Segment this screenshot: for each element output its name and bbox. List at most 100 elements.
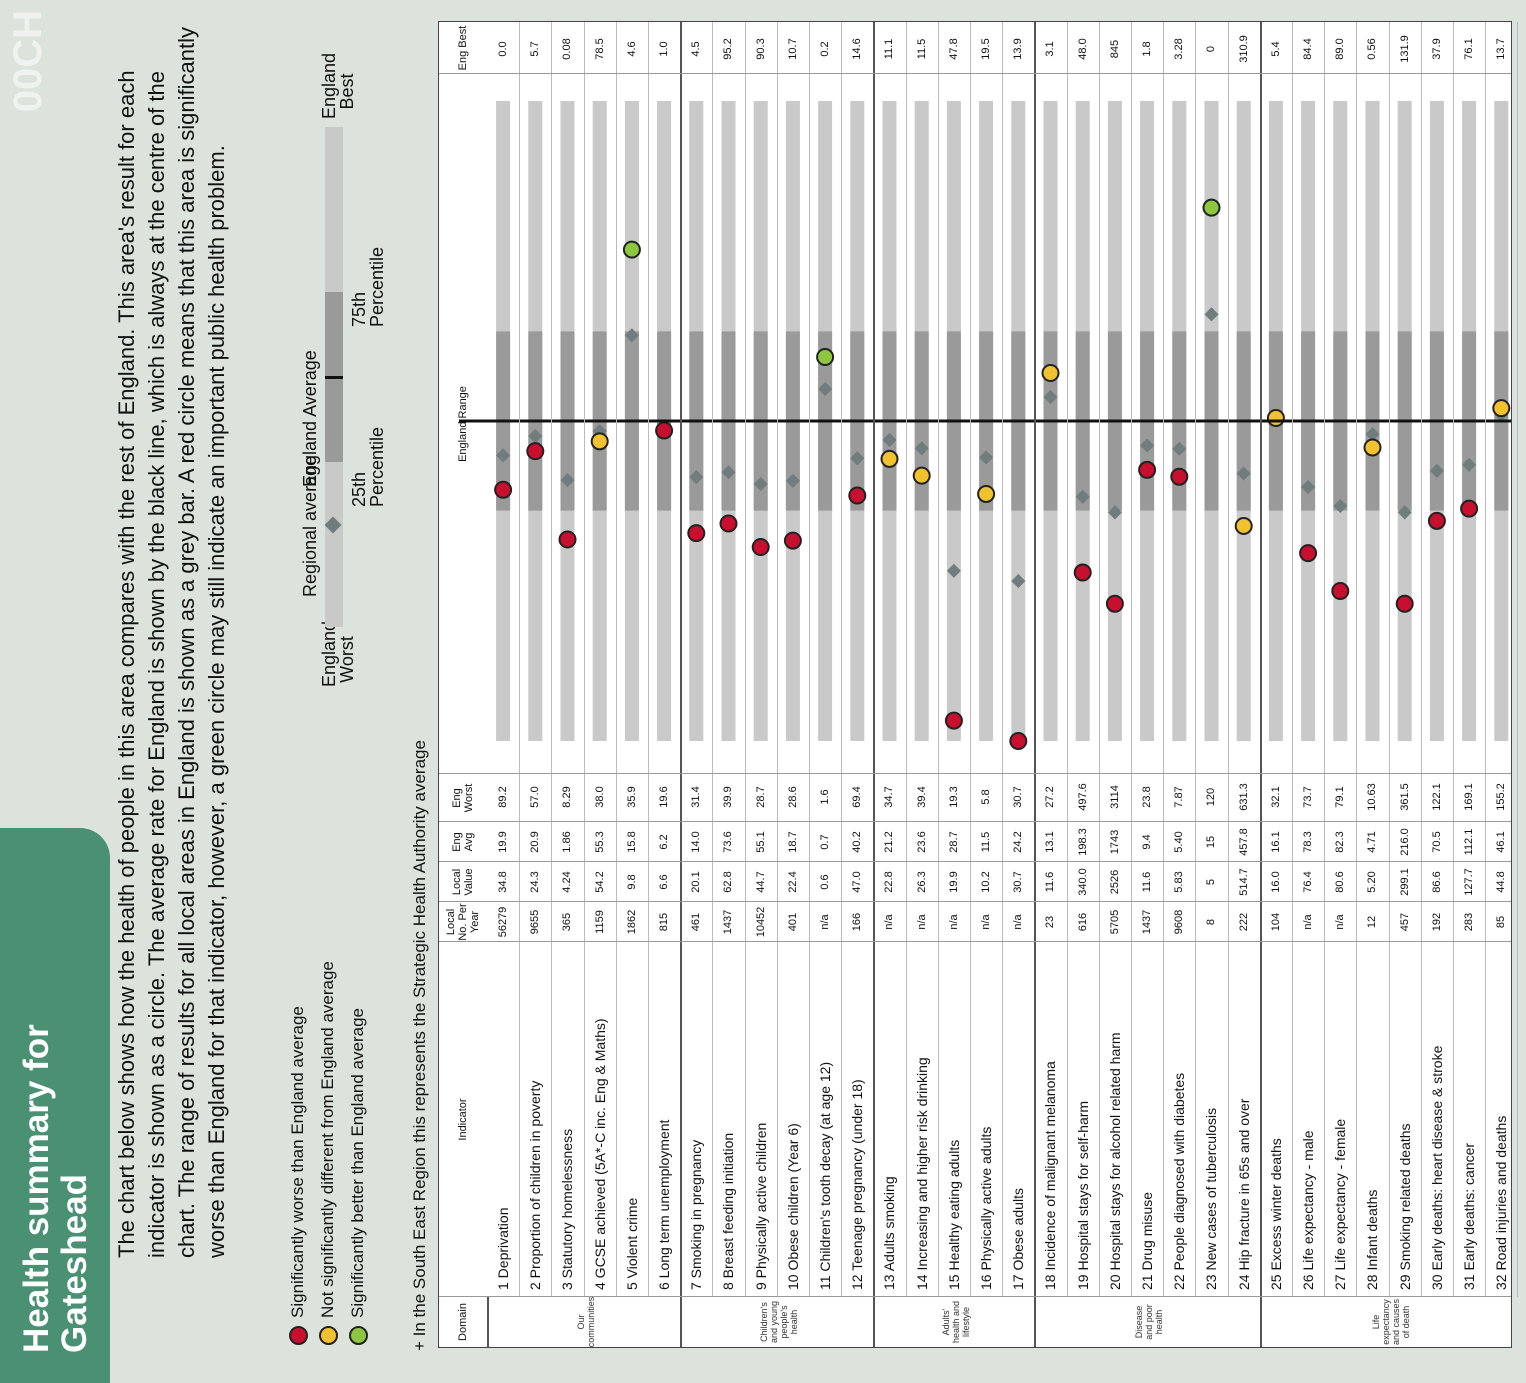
cell-local-no: 12	[1366, 915, 1379, 929]
cell-eng-worst: 30.7	[1012, 786, 1025, 808]
row-divider	[1453, 22, 1454, 1297]
header-indicator: Indicator	[457, 1098, 469, 1141]
indicator-label: 2 Proportion of children in poverty	[527, 1080, 544, 1290]
cell-eng-best: 4.6	[625, 41, 638, 57]
cell-eng-worst: 39.4	[915, 786, 928, 808]
cell-local-no: 222	[1237, 912, 1250, 932]
title-line-2: Gateshead	[55, 1174, 94, 1353]
title-line-1: Health summary for	[17, 1024, 56, 1353]
cell-eng-best: 0.08	[561, 38, 574, 60]
cell-eng-avg: 5.40	[1173, 831, 1186, 853]
cell-eng-best: 78.5	[593, 38, 606, 60]
indicator-label: 13 Adults smoking	[881, 1176, 898, 1290]
cell-eng-avg: 78.3	[1302, 831, 1314, 853]
cell-eng-worst: 31.4	[690, 786, 703, 808]
indicator-label: 9 Physically active children	[752, 1122, 769, 1290]
local-value-circle	[1460, 499, 1479, 518]
local-value-circle	[751, 538, 770, 557]
column-divider	[439, 821, 1511, 822]
cell-eng-best: 76.1	[1463, 38, 1475, 60]
cell-eng-best: 0.2	[819, 41, 831, 57]
cell-eng-worst: 89.2	[497, 786, 509, 808]
cell-eng-worst: 19.6	[658, 786, 670, 808]
indicator-label: 15 Healthy eating adults	[945, 1139, 962, 1290]
cell-eng-worst: 28.6	[786, 786, 799, 808]
cell-eng-avg: 15	[1205, 835, 1218, 849]
cell-local-value: 62.8	[722, 871, 735, 893]
header-eng-best: Eng Best	[457, 25, 469, 71]
cell-eng-avg: 198.3	[1076, 828, 1089, 856]
indicator-label: 6 Long term unemployment	[656, 1119, 672, 1290]
cell-local-value: 24.3	[529, 871, 542, 893]
indicator-label: 4 GCSE achieved (5A*-C inc. Eng & Maths)	[591, 1018, 608, 1290]
cell-local-no: 5705	[1108, 909, 1121, 935]
cell-local-no: 192	[1430, 912, 1443, 932]
row-divider	[1066, 22, 1068, 1297]
key-england-best: England Best	[319, 52, 357, 119]
legend-label: Significantly better than England averag…	[348, 1008, 367, 1318]
row-divider	[1227, 22, 1229, 1297]
domain-divider	[1034, 22, 1037, 1347]
local-value-circle	[687, 524, 706, 543]
local-value-circle	[977, 484, 996, 503]
england-range-chart	[459, 101, 1511, 750]
cell-local-value: 19.9	[947, 871, 960, 893]
column-divider	[439, 941, 1511, 942]
cell-eng-best: 1.8	[1141, 41, 1153, 57]
indicator-label: 18 Incidence of malignant melanoma	[1042, 1061, 1059, 1290]
cell-local-value: 5.20	[1366, 871, 1379, 893]
row-divider	[583, 22, 585, 1297]
header-eng-worst: Eng Worst	[451, 783, 475, 813]
regional-diamond-icon	[914, 441, 929, 456]
cell-eng-worst: 120	[1205, 787, 1218, 807]
local-value-circle	[1105, 594, 1124, 613]
row-divider	[744, 22, 746, 1297]
cell-local-no: 1437	[1141, 909, 1153, 935]
column-divider	[439, 773, 1511, 774]
regional-diamond-icon	[979, 450, 994, 465]
row-divider	[1098, 22, 1100, 1297]
cell-local-value: 54.2	[593, 871, 606, 893]
local-value-circle	[1009, 732, 1028, 750]
cell-eng-worst: 122.1	[1430, 783, 1443, 811]
green-circle-icon	[348, 1326, 368, 1345]
cell-local-value: 514.7	[1237, 868, 1250, 896]
cell-eng-worst: 1.6	[819, 789, 831, 805]
legend: Significantly worse than England average…	[283, 961, 373, 1345]
cell-eng-avg: 23.6	[915, 831, 928, 853]
cell-local-value: 5	[1205, 878, 1218, 886]
indicator-label: 31 Early deaths: cancer	[1461, 1142, 1477, 1290]
local-value-circle	[880, 449, 899, 468]
cell-local-no: n/a	[980, 914, 992, 930]
row-divider	[551, 22, 553, 1297]
cell-eng-best: 95.2	[722, 38, 735, 60]
cell-eng-best: 13.7	[1495, 38, 1508, 60]
cell-eng-worst: 57.0	[529, 786, 542, 808]
row-divider	[809, 22, 810, 1297]
cell-local-no: 9608	[1173, 909, 1186, 935]
legend-item-better: Significantly better than England averag…	[343, 961, 373, 1345]
indicator-label: 32 Road injuries and deaths	[1493, 1115, 1510, 1290]
local-value-circle	[783, 531, 802, 550]
local-value-circle	[912, 466, 931, 485]
local-value-circle	[1138, 460, 1157, 479]
regional-diamond-icon	[1043, 389, 1058, 405]
local-value-circle	[1492, 399, 1511, 418]
cell-eng-worst: 631.3	[1237, 783, 1250, 811]
cell-eng-best: 11.1	[883, 38, 896, 60]
cell-eng-worst: 79.1	[1334, 786, 1347, 808]
row-divider	[615, 22, 617, 1297]
cell-local-value: 30.7	[1012, 871, 1025, 893]
key-england-line	[325, 376, 343, 379]
local-value-circle	[622, 240, 641, 259]
local-value-circle	[558, 530, 577, 549]
header-eng-avg: Eng Avg	[451, 832, 475, 852]
cell-eng-worst: 5.8	[980, 789, 992, 805]
cell-local-no: 9655	[529, 909, 542, 935]
column-divider	[439, 901, 1511, 902]
indicator-label: 8 Breast feeding initiation	[720, 1132, 737, 1290]
local-value-circle	[1202, 198, 1221, 217]
cell-local-value: 127.7	[1463, 868, 1475, 896]
